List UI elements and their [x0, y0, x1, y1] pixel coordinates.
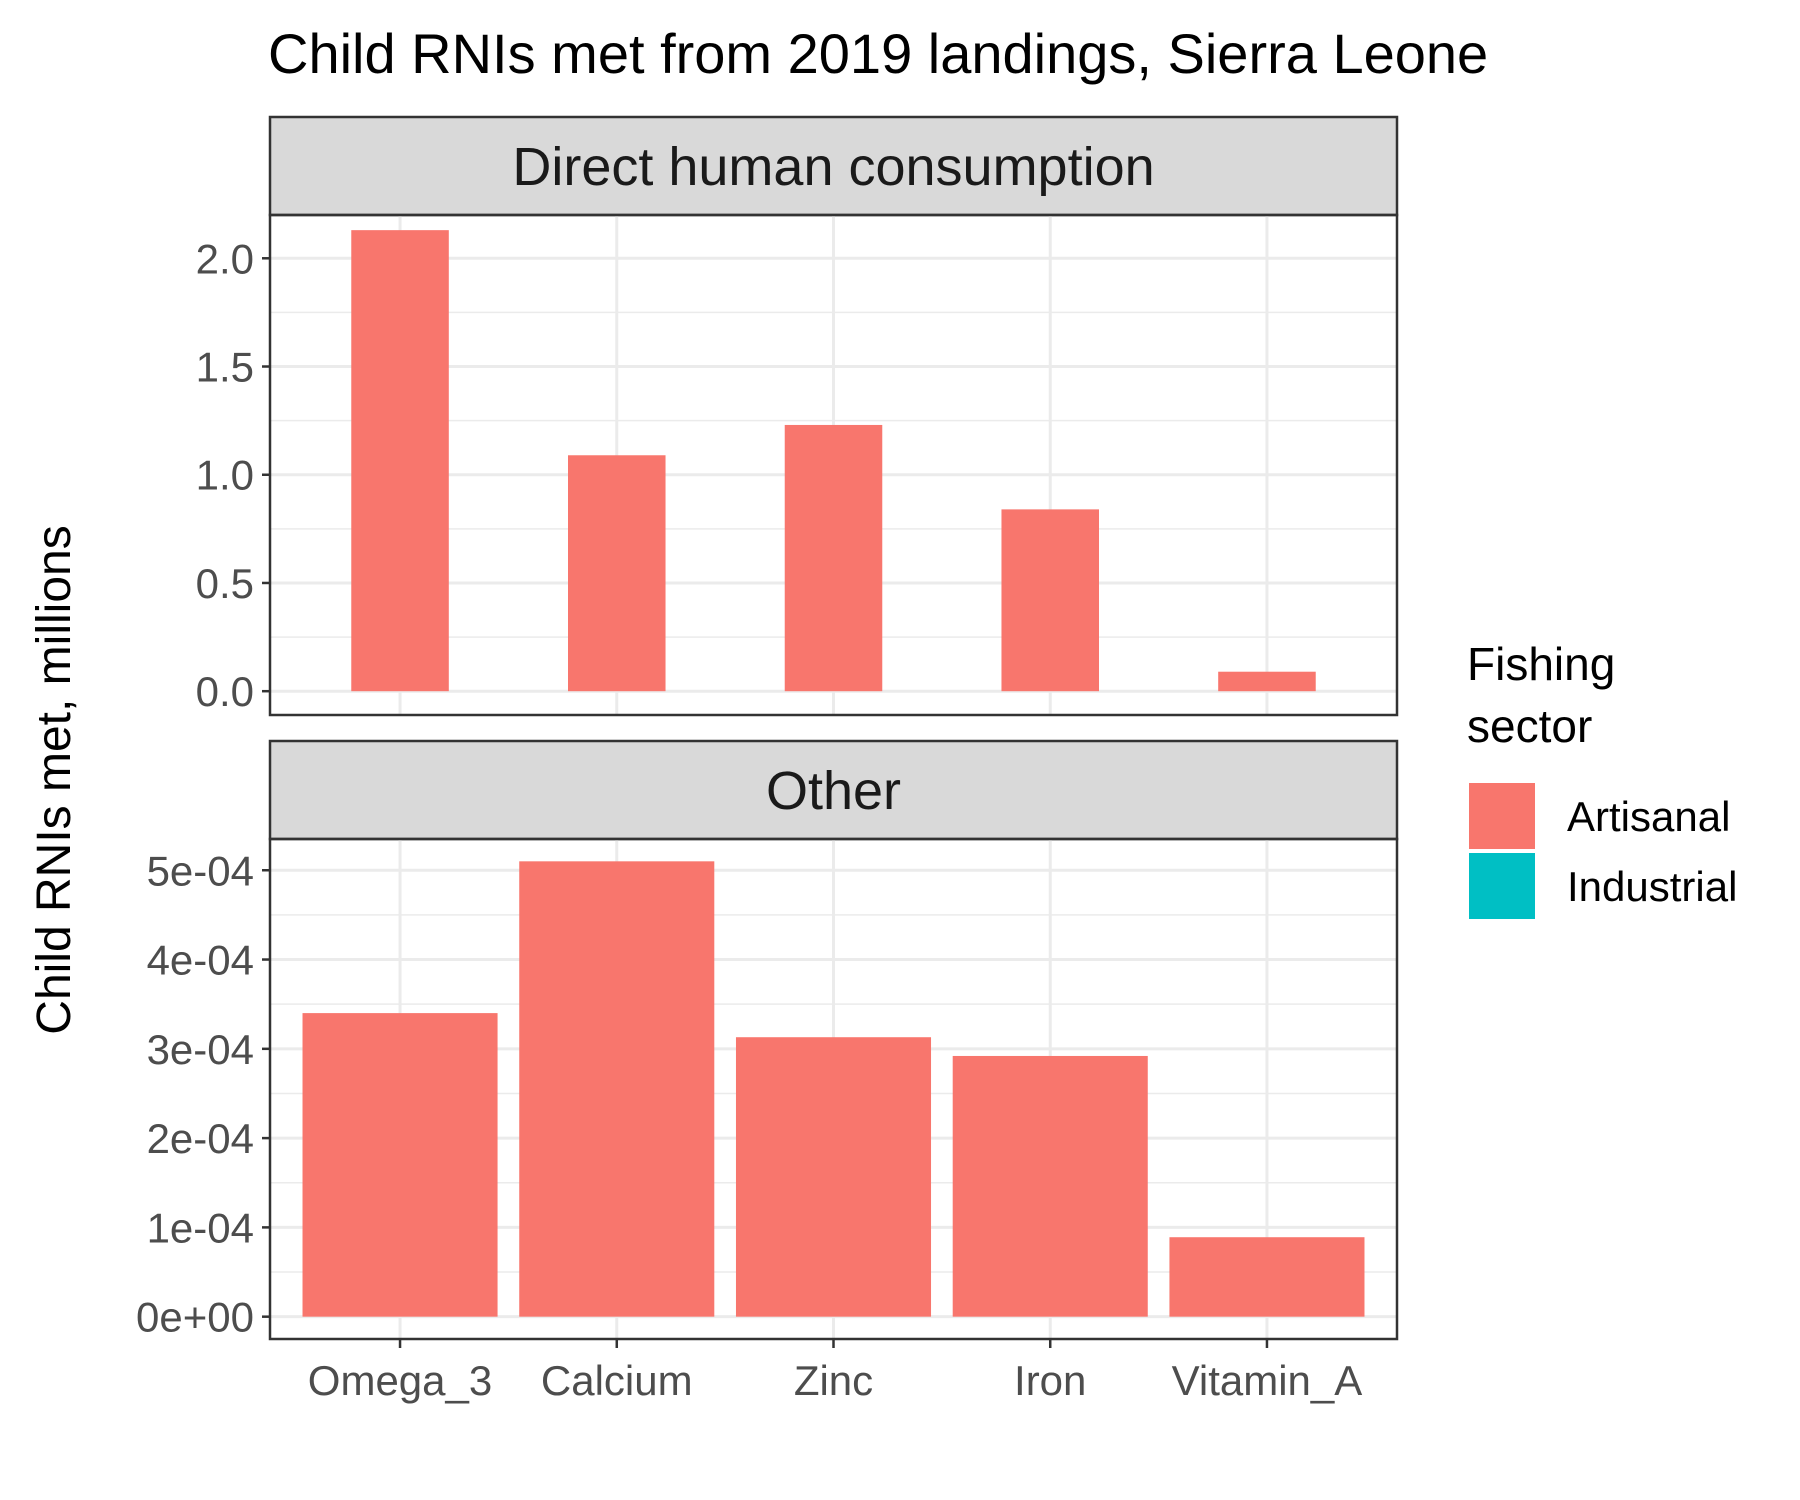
y-tick-label: 5e-04 — [147, 847, 254, 894]
facet-strip — [268, 115, 1399, 217]
bar-artisanal-iron — [952, 1055, 1148, 1317]
bar-artisanal-omega_3 — [351, 230, 449, 692]
facet-panel-1: Other 0e+00 1e-04 2e-04 3e-04 4e-04 5e-04 — [136, 739, 1399, 1341]
y-tick-label: 0.5 — [196, 560, 254, 607]
bar-artisanal-omega_3 — [302, 1013, 498, 1317]
bar-artisanal-vitamin_a — [1169, 1237, 1365, 1317]
bar-artisanal-calcium — [519, 861, 715, 1317]
x-tick-label-iron: Iron — [1014, 1357, 1086, 1404]
x-tick-label-zinc: Zinc — [794, 1357, 873, 1404]
y-tick-label: 1e-04 — [147, 1204, 254, 1251]
x-tick-label-calcium: Calcium — [541, 1357, 693, 1404]
facet-panel-0: Direct human consumption 0.0 0.5 1.0 1.5 2.0 — [196, 115, 1399, 717]
legend-title-line-2: sector — [1467, 700, 1592, 752]
y-tick-label: 1.5 — [196, 344, 254, 391]
chart-title: Child RNIs met from 2019 landings, Sierr… — [268, 22, 1488, 85]
y-tick-label: 2.0 — [196, 235, 254, 282]
legend-label-artisanal: Artisanal — [1567, 793, 1730, 840]
legend-swatch-industrial — [1469, 853, 1535, 919]
y-tick-label: 1.0 — [196, 452, 254, 499]
y-tick-label: 2e-04 — [147, 1115, 254, 1162]
facet-strip-label: Direct human consumption — [512, 137, 1154, 197]
bar-artisanal-calcium — [568, 455, 666, 692]
x-tick-label-omega_3: Omega_3 — [308, 1357, 492, 1404]
x-axis: Omega_3 Calcium Zinc Iron Vitamin_A — [308, 1339, 1362, 1404]
bar-artisanal-zinc — [735, 1037, 932, 1317]
facet-panels: Direct human consumption 0.0 0.5 1.0 1.5 2.0 O… — [136, 115, 1399, 1341]
y-tick-label: 0.0 — [196, 668, 254, 715]
facet-strip-label: Other — [766, 761, 901, 821]
legend: Fishing sector Artisanal Industrial — [1467, 638, 1737, 919]
bar-artisanal-zinc — [784, 424, 883, 692]
y-axis-label: Child RNIs met, millions — [28, 525, 81, 1034]
legend-label-industrial: Industrial — [1567, 863, 1737, 910]
legend-swatch-artisanal — [1469, 783, 1535, 849]
y-tick-label: 4e-04 — [147, 937, 254, 984]
y-tick-label: 3e-04 — [147, 1026, 254, 1073]
panel-frame — [268, 213, 1399, 717]
bar-artisanal-vitamin_a — [1218, 671, 1316, 692]
bar-artisanal-iron — [1001, 509, 1099, 692]
legend-title-line-1: Fishing — [1467, 638, 1615, 690]
x-tick-label-vitamin_a: Vitamin_A — [1172, 1357, 1363, 1404]
y-tick-label: 0e+00 — [136, 1294, 254, 1341]
